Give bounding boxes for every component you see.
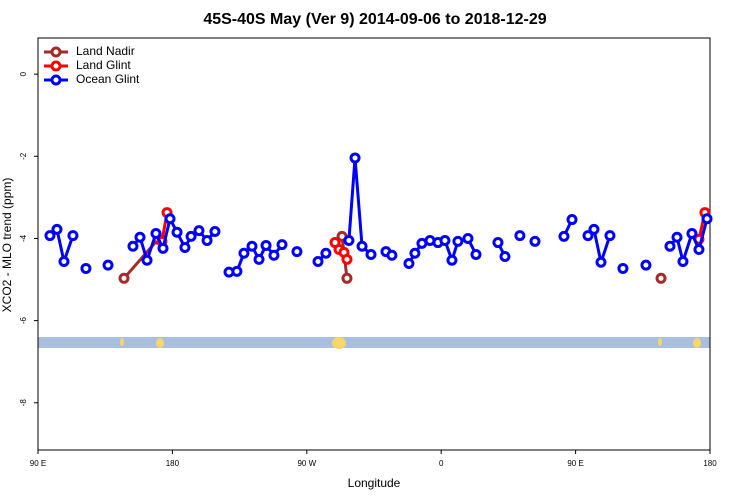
point — [582, 230, 594, 242]
x-axis-label: Longitude — [348, 476, 401, 490]
point — [664, 240, 676, 252]
point — [268, 249, 280, 261]
point — [514, 230, 526, 242]
legend-marker — [50, 60, 62, 72]
point — [320, 247, 332, 259]
point — [499, 251, 511, 263]
map-strip — [38, 337, 710, 349]
point — [365, 248, 377, 260]
point — [386, 249, 398, 261]
point — [150, 228, 162, 240]
point — [446, 254, 458, 266]
point — [238, 247, 250, 259]
y-tick-label: -6 — [19, 317, 28, 325]
point — [127, 240, 139, 252]
point — [276, 239, 288, 251]
point — [617, 262, 629, 274]
point — [686, 228, 698, 240]
x-tick-label: 90 W — [297, 459, 316, 468]
y-tick-label: -2 — [19, 152, 28, 160]
legend-marker — [50, 74, 62, 86]
point — [349, 152, 361, 164]
point — [209, 225, 221, 237]
point — [58, 255, 70, 267]
y-tick-label: -4 — [19, 234, 28, 242]
series-line — [347, 157, 373, 256]
point — [595, 256, 607, 268]
point — [452, 235, 464, 247]
point — [341, 253, 353, 265]
point — [185, 230, 197, 242]
point — [403, 258, 415, 270]
point — [312, 255, 324, 267]
point — [171, 226, 183, 238]
point — [231, 265, 243, 277]
point — [529, 235, 541, 247]
x-tick-label: 0 — [439, 459, 444, 468]
point — [260, 239, 272, 251]
x-tick-label: 90 E — [30, 459, 46, 468]
point — [558, 230, 570, 242]
point — [201, 235, 213, 247]
legend-marker — [50, 46, 62, 58]
point — [671, 231, 683, 243]
point — [164, 213, 176, 225]
x-tick-label: 180 — [166, 459, 180, 468]
point — [118, 272, 130, 284]
point — [409, 247, 421, 259]
point — [677, 255, 689, 267]
y-tick-label: -8 — [19, 399, 28, 407]
point — [343, 235, 355, 247]
point — [693, 244, 705, 256]
point — [701, 213, 713, 225]
point — [291, 246, 303, 258]
plot-frame — [37, 37, 711, 451]
point — [246, 240, 258, 252]
x-tick-label: 90 E — [567, 459, 583, 468]
point — [253, 253, 265, 265]
point — [67, 230, 79, 242]
point — [439, 235, 451, 247]
point — [102, 259, 114, 271]
point — [492, 237, 504, 249]
legend-label: Land Nadir — [76, 44, 135, 58]
point — [588, 223, 600, 235]
legend-label: Land Glint — [76, 58, 131, 72]
point — [655, 272, 667, 284]
point — [193, 225, 205, 237]
point — [640, 259, 652, 271]
point — [157, 242, 169, 254]
point — [341, 272, 353, 284]
chart-title: 45S-40S May (Ver 9) 2014-09-06 to 2018-1… — [203, 11, 546, 28]
point — [566, 214, 578, 226]
legend-label: Ocean Glint — [76, 72, 140, 86]
point — [44, 230, 56, 242]
point — [80, 262, 92, 274]
point — [51, 223, 63, 235]
point — [141, 254, 153, 266]
x-tick-label: 180 — [703, 459, 717, 468]
point — [604, 230, 616, 242]
point — [470, 248, 482, 260]
y-tick-label: 0 — [19, 71, 28, 76]
point — [356, 240, 368, 252]
point — [134, 231, 146, 243]
point — [179, 241, 191, 253]
y-axis-label: XCO2 - MLO trend (ppm) — [0, 178, 14, 313]
point — [462, 232, 474, 244]
